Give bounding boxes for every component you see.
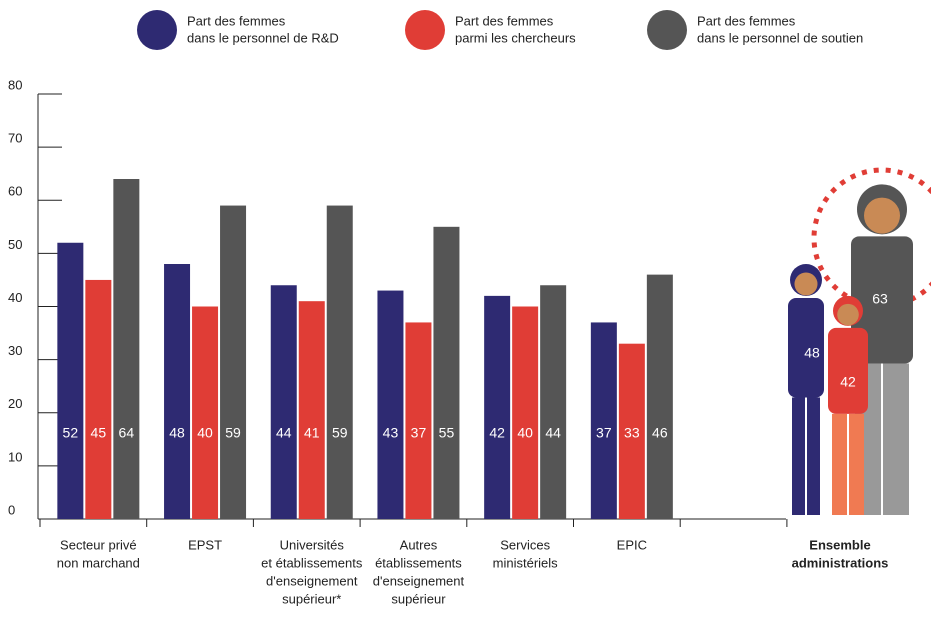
bar (590, 322, 617, 519)
bar (270, 285, 297, 519)
bar (433, 226, 460, 519)
y-tick-label: 70 (8, 131, 22, 146)
x-tick-label: établissements (375, 555, 462, 570)
legend-label: Part des femmes (697, 13, 796, 28)
figure (828, 295, 868, 515)
x-tick-label: Services (500, 537, 550, 552)
value-label: 40 (517, 425, 533, 441)
figure-leg (792, 397, 805, 515)
figure-leg (807, 397, 820, 515)
bar (512, 306, 539, 519)
x-tick-label: et établissements (261, 555, 363, 570)
y-tick-label: 60 (8, 184, 22, 199)
x-tick-label: EPIC (617, 537, 647, 552)
x-tick-label: EPST (188, 537, 222, 552)
x-tick-label: Secteur privé (60, 537, 137, 552)
legend-label: dans le personnel de soutien (697, 30, 863, 45)
x-tick-label: d'enseignement (373, 573, 465, 588)
x-tick-label: Universités (280, 537, 345, 552)
bar (618, 343, 645, 519)
bar (220, 205, 247, 519)
x-tick-label: administrations (792, 555, 889, 570)
value-label: 40 (197, 425, 213, 441)
bar (164, 264, 191, 519)
bar (298, 301, 325, 519)
bar (484, 295, 511, 519)
y-tick-label: 20 (8, 396, 22, 411)
legend-swatch (405, 10, 445, 50)
bar (377, 290, 404, 519)
bar (192, 306, 219, 519)
value-label: 59 (332, 425, 348, 441)
value-label: 59 (225, 425, 241, 441)
bar (646, 274, 673, 519)
value-label: 42 (489, 425, 505, 441)
value-label: 64 (119, 425, 135, 441)
figure (788, 264, 824, 515)
y-tick-label: 0 (8, 502, 15, 517)
y-tick-label: 30 (8, 343, 22, 358)
y-tick-label: 10 (8, 449, 22, 464)
bar (85, 279, 112, 519)
x-tick-label: non marchand (57, 555, 140, 570)
x-tick-label: d'enseignement (266, 573, 358, 588)
x-tick-label: supérieur* (282, 591, 341, 606)
figure-body (828, 327, 868, 414)
figure-face (864, 197, 900, 234)
y-tick-label: 80 (8, 77, 22, 92)
value-label: 41 (304, 425, 320, 441)
value-label: 33 (624, 425, 640, 441)
bar (57, 242, 84, 519)
legend-label: Part des femmes (455, 13, 554, 28)
y-tick-label: 50 (8, 237, 22, 252)
value-label: 43 (383, 425, 399, 441)
figure-face (837, 303, 859, 326)
legend-label: Part des femmes (187, 13, 286, 28)
bar (326, 205, 353, 519)
value-label: 46 (652, 425, 668, 441)
value-label: 48 (804, 345, 820, 361)
value-label: 45 (91, 425, 107, 441)
value-label: 52 (63, 425, 79, 441)
bar (540, 285, 567, 519)
legend-swatch (137, 10, 177, 50)
value-label: 48 (169, 425, 185, 441)
legend-label: dans le personnel de R&D (187, 30, 339, 45)
value-label: 44 (276, 425, 292, 441)
bar (113, 179, 140, 519)
value-label: 55 (439, 425, 455, 441)
y-tick-label: 40 (8, 290, 22, 305)
x-tick-label: Autres (400, 537, 438, 552)
x-tick-label: Ensemble (809, 537, 870, 552)
value-label: 37 (411, 425, 427, 441)
value-label: 63 (872, 291, 888, 307)
legend-label: parmi les chercheurs (455, 30, 576, 45)
x-tick-label: supérieur (391, 591, 446, 606)
value-label: 44 (545, 425, 561, 441)
figure-body (788, 298, 824, 398)
figure-leg (832, 413, 847, 515)
value-label: 42 (840, 374, 856, 390)
bar (405, 322, 432, 519)
figure-leg (883, 363, 909, 515)
x-tick-label: ministériels (493, 555, 559, 570)
figure-face (794, 272, 818, 296)
figure-leg (849, 413, 864, 515)
value-label: 37 (596, 425, 612, 441)
legend-swatch (647, 10, 687, 50)
